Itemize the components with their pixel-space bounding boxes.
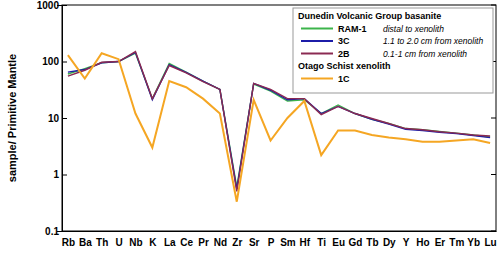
x-tick-label: Gd <box>349 237 363 248</box>
legend-label: 2B <box>338 49 350 59</box>
legend-swatch <box>301 78 333 80</box>
x-tick-label: Dy <box>383 237 396 248</box>
x-tick-label: Tm <box>449 237 464 248</box>
legend-description: distal to xenolith <box>383 24 444 34</box>
x-tick-label: Ho <box>416 237 429 248</box>
x-tick: La <box>164 231 176 248</box>
legend-description: 1.1 to 2.0 cm from xenolith <box>383 36 483 46</box>
x-axis: Rb Ba Th U Nb K La Ce Pr Nd Zr Sr P Sm Hf Ti Eu GdTb Dy Y Ho… <box>62 231 497 248</box>
x-tick-label: Sm <box>280 237 296 248</box>
x-tick-label: Hf <box>300 237 311 248</box>
x-tick: Gd <box>349 231 363 248</box>
x-tick: Tb <box>366 231 378 248</box>
x-tick: Y <box>403 231 410 248</box>
x-tick-label: Y <box>403 237 410 248</box>
y-tick-mark <box>62 175 67 176</box>
legend-swatch <box>301 53 333 55</box>
x-tick-label: K <box>149 237 157 248</box>
x-tick-label: Yb <box>467 237 480 248</box>
legend-swatch <box>301 28 333 30</box>
x-tick: Sr <box>249 231 260 248</box>
x-tick: Ce <box>180 231 193 248</box>
x-axis-line <box>63 231 497 232</box>
y-tick-label: 1 <box>53 169 59 180</box>
x-tick: Zr <box>232 231 242 248</box>
x-tick-label: La <box>164 237 176 248</box>
x-tick: Tm <box>449 231 464 248</box>
x-tick-label: Lu <box>484 237 496 248</box>
y-tick: 1 <box>53 169 67 180</box>
plot-frame <box>62 5 496 231</box>
y-tick-label: 10 <box>48 113 60 124</box>
legend-description: 0.1-1 cm from xenolith <box>383 49 467 59</box>
x-tick: Yb <box>467 231 480 248</box>
y-tick-mark <box>62 118 67 119</box>
y-tick: 100 <box>42 56 67 67</box>
x-tick-label: Tb <box>366 237 378 248</box>
y-tick-mark <box>62 62 67 63</box>
x-tick: Nb <box>129 231 142 248</box>
x-tick: Dy <box>383 231 396 248</box>
legend: Dunedin Volcanic Group basanite RAM-1 dist… <box>293 8 493 93</box>
y-tick-label: 1000 <box>37 0 60 11</box>
x-tick-label: Pr <box>198 237 209 248</box>
y-tick: 10 <box>48 113 67 124</box>
x-tick: Th <box>96 231 108 248</box>
x-tick-label: Nb <box>129 237 142 248</box>
x-tick: Lu <box>484 231 496 248</box>
x-tick-label: P <box>268 237 275 248</box>
legend-swatch <box>301 40 333 42</box>
legend-label: RAM-1 <box>338 24 367 34</box>
legend-label: 3C <box>338 36 350 46</box>
x-tick-label: Eu <box>332 237 345 248</box>
x-tick: U <box>115 231 122 248</box>
x-tick: Hf <box>300 231 311 248</box>
x-tick-label: Sr <box>249 237 260 248</box>
legend-box <box>293 8 493 93</box>
x-tick: Sm <box>280 231 296 248</box>
x-tick-label: Ba <box>79 237 92 248</box>
x-tick-label: Rb <box>62 237 75 248</box>
x-tick: Ti <box>317 231 326 248</box>
x-tick: Er <box>435 231 446 248</box>
legend-label: 1C <box>338 74 350 84</box>
x-tick: Nd <box>214 231 227 248</box>
x-tick: Ba <box>79 231 92 248</box>
x-tick: Rb <box>62 231 75 248</box>
y-tick-label: 0.1 <box>45 226 59 237</box>
x-tick: Eu <box>332 231 345 248</box>
legend-group-title: Dunedin Volcanic Group basanite <box>298 11 441 21</box>
x-tick: K <box>149 231 157 248</box>
legend-group-title: Otago Schist xenolith <box>298 61 391 71</box>
x-tick: Pr <box>198 231 209 248</box>
x-tick-label: U <box>115 237 122 248</box>
x-tick-label: Th <box>96 237 108 248</box>
x-tick-label: Zr <box>232 237 242 248</box>
y-tick-mark-right <box>491 118 496 119</box>
x-tick: Ho <box>416 231 429 248</box>
x-tick-label: Nd <box>214 237 227 248</box>
y-tick-label: 100 <box>42 56 59 67</box>
x-tick-label: Ce <box>180 237 193 248</box>
x-tick-label: Er <box>435 237 446 248</box>
y-axis-title: sample/ Primitive Mantle <box>6 54 18 182</box>
x-tick: P <box>268 231 275 248</box>
x-tick-label: Ti <box>317 237 326 248</box>
y-tick-mark-right <box>491 174 496 175</box>
